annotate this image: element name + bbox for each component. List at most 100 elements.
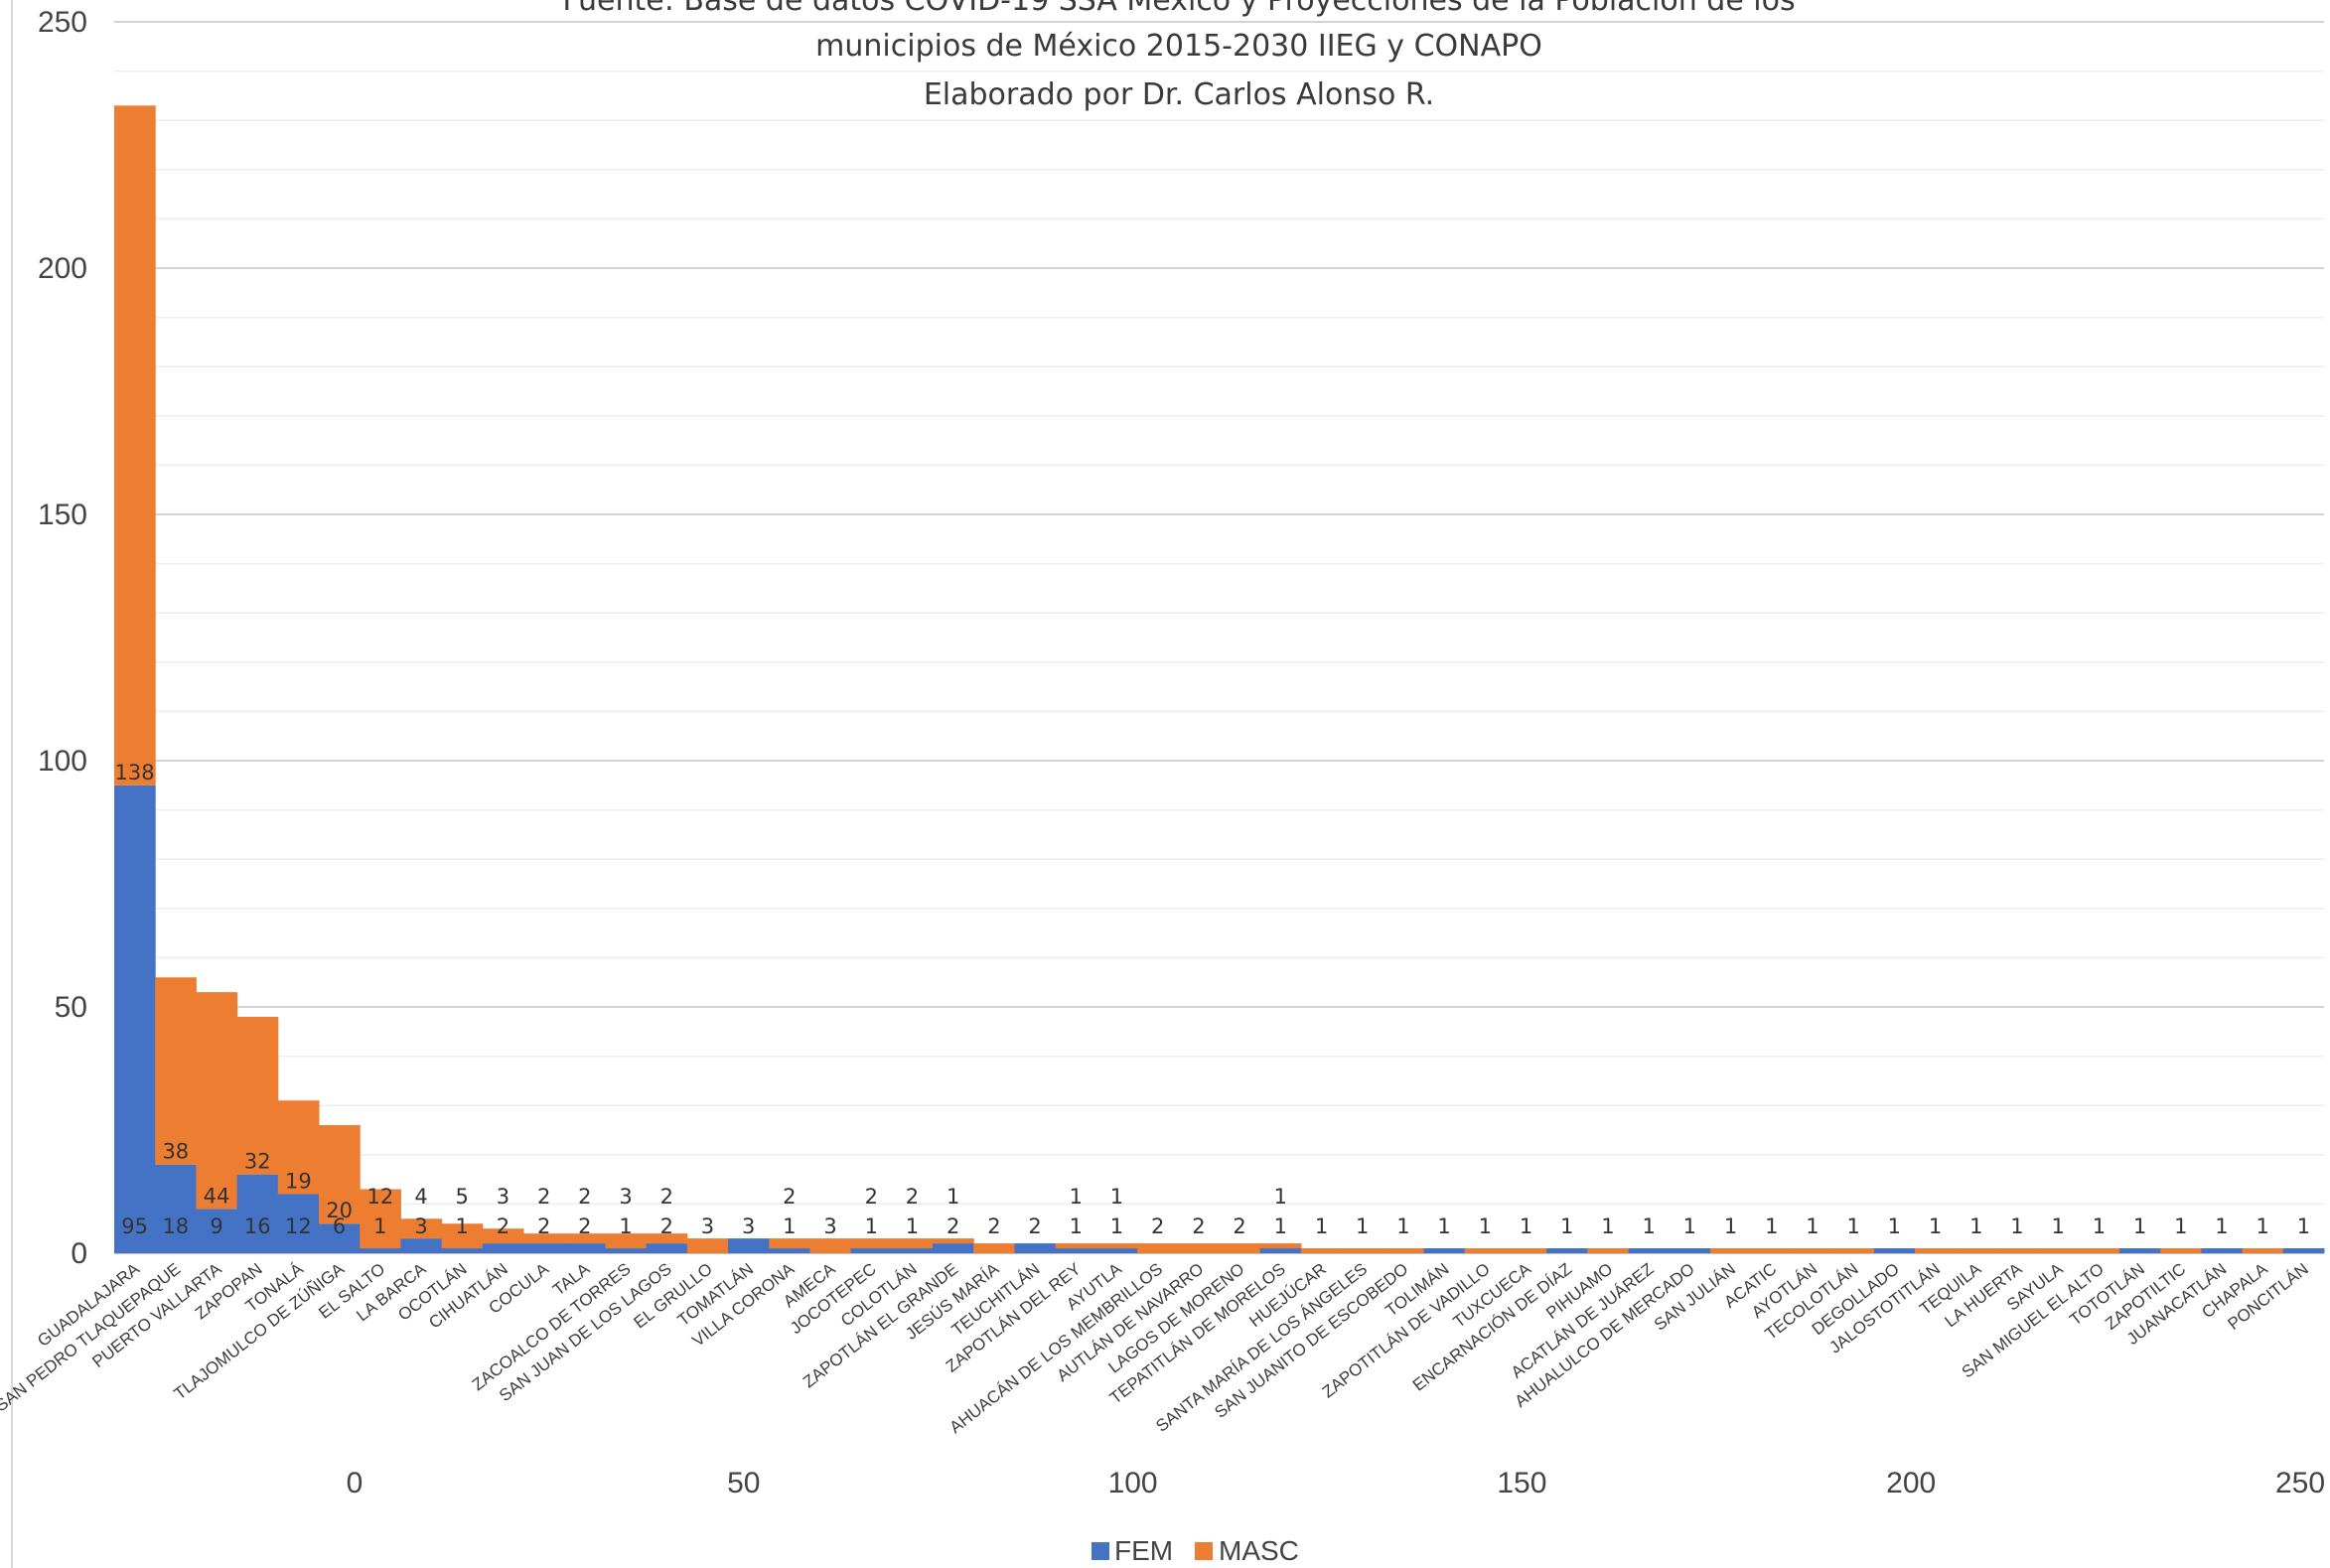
data-label-fem: 1 <box>1806 1214 1819 1238</box>
bar-fem <box>1423 1248 1466 1253</box>
bar-fem <box>850 1248 893 1253</box>
data-label-masc: 4 <box>414 1185 427 1209</box>
data-label-fem: 3 <box>742 1214 755 1238</box>
data-label-masc: 2 <box>578 1185 591 1209</box>
data-label-fem: 1 <box>373 1214 386 1238</box>
data-label-fem: 1 <box>1396 1214 1409 1238</box>
bar-masc <box>564 1233 606 1244</box>
bar-fem <box>564 1243 606 1253</box>
data-label-fem: 1 <box>1520 1214 1532 1238</box>
data-label-fem: 1 <box>2010 1214 2023 1238</box>
x2-tick-label: 150 <box>1497 1467 1546 1499</box>
bar-fem <box>1259 1248 1302 1253</box>
bar-fem <box>1014 1243 1057 1253</box>
data-label-fem: 1 <box>2133 1214 2146 1238</box>
bar-masc <box>360 1189 401 1249</box>
data-label-fem: 1 <box>1356 1214 1369 1238</box>
bar-masc <box>1832 1248 1875 1253</box>
y-tick-label: 50 <box>55 991 87 1024</box>
data-label-fem: 1 <box>619 1214 632 1238</box>
data-label-fem: 6 <box>333 1214 346 1238</box>
legend-label-fem: FEM <box>1114 1535 1173 1566</box>
bar-masc <box>973 1243 1015 1253</box>
data-label-fem: 2 <box>497 1214 510 1238</box>
y-tick-label: 250 <box>38 6 87 39</box>
data-label-fem: 3 <box>414 1214 427 1238</box>
bar-masc <box>319 1125 361 1224</box>
x2-tick-label: 200 <box>1886 1467 1936 1499</box>
bar-fem <box>360 1248 401 1253</box>
data-label-fem: 1 <box>906 1214 919 1238</box>
bar-masc <box>2242 1248 2284 1253</box>
data-label-fem: 1 <box>1683 1214 1696 1238</box>
bar-masc <box>155 977 197 1165</box>
data-label-fem: 2 <box>947 1214 959 1238</box>
data-label-fem: 1 <box>783 1214 796 1238</box>
data-label-fem: 1 <box>1274 1214 1287 1238</box>
bar-fem <box>891 1248 934 1253</box>
bar-fem <box>646 1243 688 1253</box>
bar-masc <box>850 1238 893 1249</box>
bar-masc <box>809 1238 852 1253</box>
bar-fem <box>523 1243 565 1253</box>
chart-title: Fuente: Base de datos COVID-19 SSA Méxic… <box>562 0 1795 112</box>
bar-fem <box>1055 1248 1097 1253</box>
bar-fem <box>1628 1248 1671 1253</box>
bar-fem <box>2201 1248 2244 1253</box>
data-label-masc: 2 <box>906 1185 919 1209</box>
bar-fem <box>728 1238 770 1253</box>
bar-masc <box>1137 1243 1179 1253</box>
bar-masc <box>277 1100 320 1195</box>
bar-masc <box>196 992 238 1210</box>
data-label-fem: 18 <box>162 1214 189 1238</box>
title-line-1: Fuente: Base de datos COVID-19 SSA Méxic… <box>562 0 1795 18</box>
data-label-fem: 1 <box>1765 1214 1778 1238</box>
x2-tick-label: 100 <box>1108 1467 1158 1499</box>
bar-fem <box>1669 1248 1711 1253</box>
data-label-fem: 1 <box>2297 1214 2310 1238</box>
data-label-fem: 1 <box>1642 1214 1655 1238</box>
data-label-masc: 38 <box>162 1140 189 1164</box>
data-labels: 9513818389441632121962011234152322221322… <box>115 761 2311 1238</box>
data-label-masc: 2 <box>865 1185 878 1209</box>
data-label-masc: 138 <box>115 761 155 784</box>
bar-masc <box>441 1223 484 1249</box>
bar-masc <box>686 1238 729 1253</box>
data-label-fem: 1 <box>2051 1214 2064 1238</box>
legend-label-masc: MASC <box>1219 1535 1299 1566</box>
data-label-masc: 32 <box>244 1150 271 1174</box>
data-label-masc: 1 <box>1070 1185 1083 1209</box>
bar-fem <box>2118 1248 2161 1253</box>
bar-masc <box>1095 1243 1138 1249</box>
data-label-fem: 2 <box>578 1214 591 1238</box>
data-label-fem: 2 <box>537 1214 550 1238</box>
title-line-2: municipios de México 2015-2030 IIEG y CO… <box>815 29 1542 64</box>
y-tick-label: 100 <box>38 745 87 778</box>
x2-tick-label: 0 <box>347 1467 364 1499</box>
data-label-masc: 3 <box>497 1185 510 1209</box>
data-label-masc: 2 <box>660 1185 673 1209</box>
bar-masc <box>1956 1248 1997 1253</box>
y-tick-label: 0 <box>71 1237 87 1270</box>
bar-fem <box>196 1209 238 1253</box>
bar-masc <box>1178 1243 1220 1253</box>
bar-fem <box>933 1243 974 1253</box>
legend-swatch-masc <box>1195 1542 1213 1560</box>
data-label-fem: 1 <box>1437 1214 1450 1238</box>
bar-masc <box>1219 1243 1261 1253</box>
bar-masc <box>1914 1248 1957 1253</box>
bar-fem <box>2282 1248 2325 1253</box>
category-label: SAN PEDRO TLAQUEPAQUE <box>0 1259 184 1415</box>
bar-fem <box>605 1248 648 1253</box>
y-tick-label: 200 <box>38 252 87 285</box>
title-line-3: Elaborado por Dr. Carlos Alonso R. <box>924 77 1434 112</box>
bar-fem <box>277 1194 320 1253</box>
bar-fem <box>155 1164 197 1253</box>
bar-masc <box>769 1238 810 1249</box>
data-label-fem: 1 <box>1070 1214 1083 1238</box>
bar-masc <box>891 1238 934 1249</box>
bar-masc <box>1587 1248 1630 1253</box>
bars <box>114 105 2325 1253</box>
